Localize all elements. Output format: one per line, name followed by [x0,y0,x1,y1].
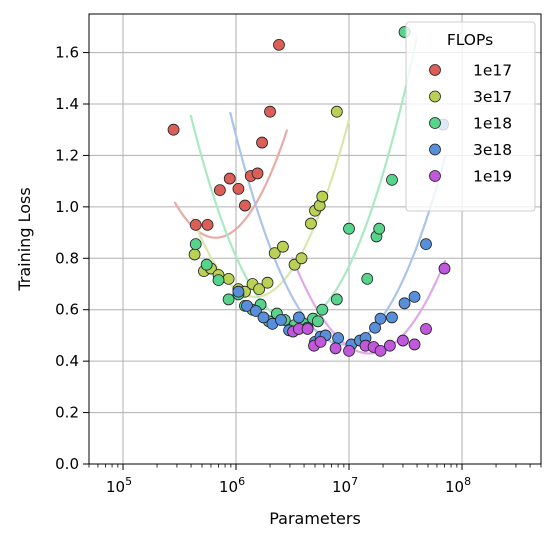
data-point-1e19 [301,323,314,335]
legend: FLOPs 1e17 3e17 1e18 3e18 1e19 [405,21,536,212]
data-point-1e17 [232,182,245,195]
y-tick-label: 1.4 [55,95,79,113]
data-point-3e17 [188,248,201,261]
data-point-3e18 [386,311,398,324]
data-point-3e18 [257,311,270,324]
data-point-1e17 [264,105,276,118]
x-tick-base: 10 [445,478,464,496]
legend-marker-1e18 [429,117,441,129]
x-tick-base: 10 [106,478,125,496]
data-point-3e18 [232,285,245,298]
legend-title: FLOPs [447,31,493,49]
data-point-1e18 [311,315,324,328]
y-tick-label: 0.2 [55,404,79,422]
data-point-1e17 [213,184,226,197]
data-points [167,26,451,357]
data-point-1e18 [361,272,374,285]
data-point-1e19 [438,262,451,275]
legend-label-1e18: 1e18 [473,115,512,133]
y-tick-label: 1.6 [55,44,79,62]
data-point-3e17 [295,252,308,265]
data-point-3e17 [277,240,289,253]
data-point-1e19 [420,323,432,335]
x-tick-label: 108 [445,475,471,496]
data-point-1e18 [212,274,225,287]
legend-label-3e17: 3e17 [473,88,512,106]
legend-marker-1e17 [429,64,441,76]
data-point-1e19 [314,335,327,348]
y-tick-label: 0.4 [55,352,79,370]
data-point-3e18 [332,332,344,344]
legend-label-1e19: 1e19 [473,168,512,186]
data-point-1e19 [374,344,387,357]
data-point-3e18 [398,297,411,310]
data-point-1e18 [200,258,213,271]
data-point-1e18 [222,293,235,306]
x-tick-exponent: 8 [464,475,471,488]
data-point-1e18 [316,303,329,316]
x-axis: 105 106 107 108 [88,464,542,496]
data-point-1e18 [330,293,343,306]
legend-marker-3e18 [429,143,441,156]
data-point-3e17 [253,283,265,296]
data-point-1e17 [189,218,202,231]
data-point-3e17 [261,276,274,289]
data-point-3e17 [268,247,281,260]
x-tick-exponent: 5 [125,475,132,488]
x-tick-exponent: 7 [351,475,358,488]
y-tick-label: 0.6 [55,301,79,319]
x-tick-label: 105 [106,475,132,496]
data-point-1e18 [189,238,202,251]
data-point-1e19 [397,334,409,347]
y-tick-label: 0.8 [55,249,79,267]
y-axis-label: Training Loss [15,187,34,291]
data-point-1e19 [343,344,355,357]
data-point-3e18 [408,290,421,303]
data-point-1e18 [373,222,386,235]
x-tick-exponent: 6 [238,475,245,488]
data-point-1e18 [343,222,355,235]
data-point-1e19 [329,342,342,355]
data-point-1e19 [383,339,396,352]
y-tick-label: 0.0 [55,455,79,473]
x-axis-label: Parameters [269,509,361,528]
data-point-1e17 [167,123,180,136]
data-point-3e18 [292,311,305,324]
y-axis: 0.0 0.2 0.4 0.6 0.8 1.0 1.2 1.4 1.6 [55,44,89,473]
data-point-3e18 [275,314,287,326]
data-point-3e17 [305,217,317,230]
data-point-3e17 [222,272,235,285]
legend-box [405,21,536,212]
data-point-3e18 [250,305,262,317]
x-tick-base: 10 [219,478,238,496]
data-point-1e17 [239,199,251,212]
data-point-1e17 [201,218,214,231]
legend-label-1e17: 1e17 [473,62,512,80]
data-point-1e17 [256,136,268,149]
x-tick-base: 10 [332,478,351,496]
x-tick-label: 107 [332,475,358,496]
data-point-1e18 [386,173,398,186]
data-point-1e17 [273,38,285,51]
legend-label-3e18: 3e18 [473,141,512,159]
data-point-3e18 [241,299,253,312]
y-tick-label: 1.0 [55,198,79,216]
data-point-3e18 [374,312,387,325]
data-point-3e18 [369,321,381,334]
data-point-1e17 [251,167,264,180]
data-point-1e19 [408,338,421,351]
data-point-3e17 [316,190,329,203]
legend-marker-3e17 [429,90,441,103]
data-point-3e17 [330,105,343,118]
legend-marker-1e19 [429,170,441,182]
data-point-3e18 [420,238,432,251]
data-point-1e17 [223,172,236,185]
legend-items: 1e17 3e17 1e18 3e18 1e19 [429,62,512,186]
x-tick-label: 106 [219,475,245,496]
y-tick-label: 1.2 [55,146,79,164]
